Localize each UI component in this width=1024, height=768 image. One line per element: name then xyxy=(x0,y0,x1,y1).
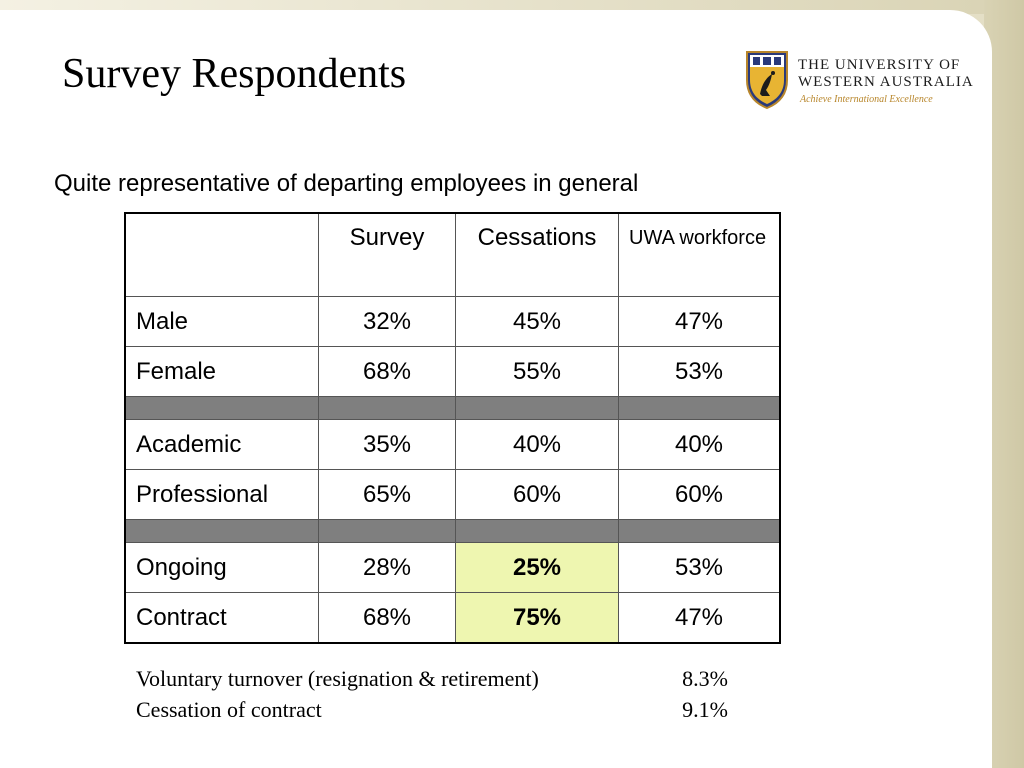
note-value: 8.3% xyxy=(682,666,728,691)
logo-motto: Achieve International Excellence xyxy=(800,94,933,105)
table-row: Ongoing 28% 25% 53% xyxy=(124,542,781,593)
cell-workforce: 47% xyxy=(618,296,781,347)
table-row: Academic 35% 40% 40% xyxy=(124,419,781,470)
respondents-table: Survey Cessations UWA workforce Male 32%… xyxy=(124,212,781,644)
note-label: Cessation of contract xyxy=(136,697,322,722)
cell-workforce: 47% xyxy=(618,592,781,644)
cell-workforce: 40% xyxy=(618,419,781,470)
separator-cell xyxy=(124,519,319,543)
header-uwa-workforce: UWA workforce xyxy=(618,212,781,297)
university-logo: THE UNIVERSITY OF WESTERN AUSTRALIA Achi… xyxy=(744,50,973,112)
uwa-crest-icon xyxy=(746,51,788,110)
row-label: Male xyxy=(124,296,319,347)
cell-cessations-highlighted: 75% xyxy=(455,592,619,644)
separator-cell xyxy=(318,396,456,420)
separator-row xyxy=(124,519,781,543)
table-header-row: Survey Cessations UWA workforce xyxy=(124,212,781,297)
separator-cell xyxy=(618,519,781,543)
turnover-notes: Voluntary turnover (resignation & retire… xyxy=(136,666,736,728)
cell-cessations-highlighted: 25% xyxy=(455,542,619,593)
separator-cell xyxy=(618,396,781,420)
cell-survey: 35% xyxy=(318,419,456,470)
cell-survey: 65% xyxy=(318,469,456,520)
cell-workforce: 60% xyxy=(618,469,781,520)
row-label: Contract xyxy=(124,592,319,644)
table-row: Contract 68% 75% 47% xyxy=(124,592,781,644)
note-row: Voluntary turnover (resignation & retire… xyxy=(136,666,736,697)
header-blank xyxy=(124,212,319,297)
row-label: Ongoing xyxy=(124,542,319,593)
separator-cell xyxy=(124,396,319,420)
cell-survey: 28% xyxy=(318,542,456,593)
cell-survey: 32% xyxy=(318,296,456,347)
note-row: Cessation of contract 9.1% xyxy=(136,697,736,728)
slide-subtitle: Quite representative of departing employ… xyxy=(54,170,639,197)
cell-survey: 68% xyxy=(318,346,456,397)
table-row: Female 68% 55% 53% xyxy=(124,346,781,397)
row-label: Professional xyxy=(124,469,319,520)
separator-cell xyxy=(318,519,456,543)
note-label: Voluntary turnover (resignation & retire… xyxy=(136,666,539,691)
separator-cell xyxy=(455,396,619,420)
cell-workforce: 53% xyxy=(618,542,781,593)
slide-title: Survey Respondents xyxy=(62,51,407,97)
cell-cessations: 60% xyxy=(455,469,619,520)
cell-cessations: 40% xyxy=(455,419,619,470)
row-label: Academic xyxy=(124,419,319,470)
logo-line-1: THE UNIVERSITY OF xyxy=(798,57,961,73)
cell-cessations: 45% xyxy=(455,296,619,347)
cell-cessations: 55% xyxy=(455,346,619,397)
separator-cell xyxy=(455,519,619,543)
table-row: Male 32% 45% 47% xyxy=(124,296,781,347)
separator-row xyxy=(124,396,781,420)
note-value: 9.1% xyxy=(682,697,728,722)
header-survey: Survey xyxy=(318,212,456,297)
header-cessations: Cessations xyxy=(455,212,619,297)
cell-workforce: 53% xyxy=(618,346,781,397)
cell-survey: 68% xyxy=(318,592,456,644)
table-row: Professional 65% 60% 60% xyxy=(124,469,781,520)
logo-line-2: WESTERN AUSTRALIA xyxy=(798,74,974,90)
row-label: Female xyxy=(124,346,319,397)
